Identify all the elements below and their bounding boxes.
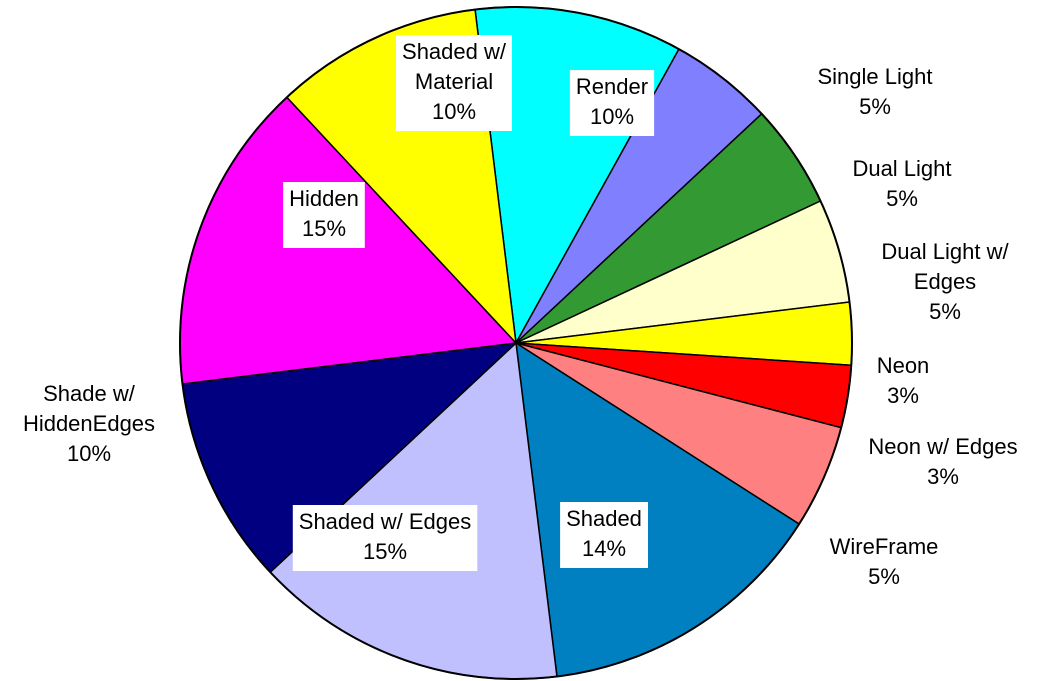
slice-percent-label: 15% — [363, 539, 407, 564]
slice-name-label: Edges — [914, 269, 976, 294]
data-label-shaded: Shaded 14% — [560, 502, 648, 568]
slice-name-label: Material — [415, 69, 493, 94]
slice-percent-label: 10% — [67, 441, 111, 466]
slice-name-label: Neon — [877, 353, 930, 378]
slice-name-label: HiddenEdges — [23, 411, 155, 436]
slice-name-label: Shaded w/ — [402, 39, 507, 64]
slice-percent-label: 10% — [590, 104, 634, 129]
data-label-shade-w-hiddenedges: Shade w/HiddenEdges 10% — [23, 381, 155, 466]
slice-percent-label: 5% — [929, 299, 961, 324]
slice-percent-label: 5% — [859, 94, 891, 119]
slice-name-label: Render — [576, 74, 648, 99]
slice-percent-label: 15% — [302, 216, 346, 241]
data-label-neon-w-edges: Neon w/ Edges 3% — [868, 434, 1017, 489]
slice-name-label: Single Light — [818, 64, 933, 89]
slice-name-label: Dual Light — [852, 156, 951, 181]
data-label-wireframe: WireFrame 5% — [830, 534, 939, 589]
label-background — [292, 505, 478, 571]
slice-percent-label: 5% — [868, 564, 900, 589]
label-background — [396, 35, 512, 131]
label-background — [283, 182, 365, 248]
slice-percent-label: 3% — [887, 383, 919, 408]
data-label-render: Render 10% — [569, 70, 655, 136]
slice-name-label: Shade w/ — [43, 381, 136, 406]
label-background — [569, 70, 655, 136]
slice-name-label: Hidden — [289, 186, 359, 211]
data-label-dual-light-w-edges: Dual Light w/Edges 5% — [881, 239, 1009, 324]
data-label-shaded-w-edges: Shaded w/ Edges 15% — [292, 505, 478, 571]
slice-percent-label: 3% — [927, 464, 959, 489]
data-label-hidden: Hidden 15% — [283, 182, 365, 248]
data-label-dual-light: Dual Light 5% — [852, 156, 951, 211]
slice-name-label: Neon w/ Edges — [868, 434, 1017, 459]
slice-percent-label: 5% — [886, 186, 918, 211]
slice-name-label: Shaded — [566, 506, 642, 531]
label-background — [560, 502, 648, 568]
data-label-shaded-w-material: Shaded w/Material 10% — [396, 35, 512, 131]
slice-name-label: Shaded w/ Edges — [299, 509, 471, 534]
slice-percent-label: 14% — [582, 536, 626, 561]
data-label-single-light: Single Light 5% — [818, 64, 933, 119]
slice-percent-label: 10% — [432, 99, 476, 124]
data-label-neon: Neon 3% — [877, 353, 930, 408]
pie-outline — [179, 6, 853, 680]
pie-slices — [179, 6, 853, 680]
slice-name-label: WireFrame — [830, 534, 939, 559]
slice-name-label: Dual Light w/ — [881, 239, 1009, 264]
